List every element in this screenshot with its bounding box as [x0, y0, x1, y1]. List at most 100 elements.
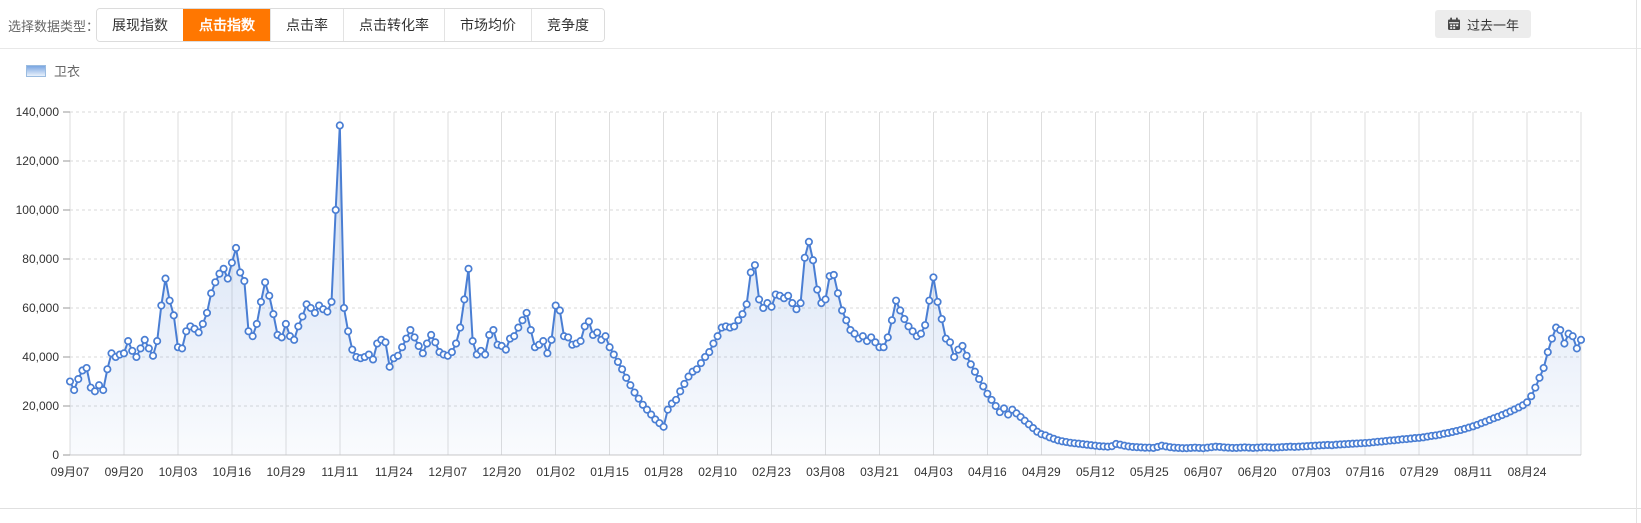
data-point[interactable]	[70, 386, 79, 395]
data-point[interactable]	[74, 374, 83, 384]
data-point[interactable]	[987, 395, 996, 404]
data-point[interactable]	[381, 338, 390, 347]
data-point[interactable]	[937, 314, 946, 324]
data-point[interactable]	[983, 389, 992, 398]
data-point[interactable]	[451, 339, 461, 348]
data-point[interactable]	[1547, 334, 1556, 343]
data-point[interactable]	[485, 330, 494, 340]
data-point[interactable]	[821, 295, 830, 304]
data-point[interactable]	[219, 264, 228, 273]
data-point[interactable]	[90, 387, 99, 396]
data-point[interactable]	[896, 306, 905, 315]
data-point[interactable]	[638, 400, 647, 409]
tab-click-index[interactable]: 点击指数	[183, 9, 270, 41]
data-point[interactable]	[161, 274, 170, 283]
data-point[interactable]	[958, 341, 967, 351]
data-point[interactable]	[157, 301, 166, 310]
data-point[interactable]	[829, 270, 838, 279]
data-point[interactable]	[858, 332, 867, 341]
data-point[interactable]	[103, 365, 112, 374]
data-point[interactable]	[136, 344, 145, 353]
data-point[interactable]	[979, 382, 988, 391]
data-point[interactable]	[925, 296, 934, 305]
data-point[interactable]	[95, 381, 104, 390]
tab-market-avg-price[interactable]: 市场均价	[444, 9, 531, 41]
data-point[interactable]	[481, 350, 490, 359]
data-point[interactable]	[240, 277, 249, 286]
data-point[interactable]	[800, 253, 809, 262]
data-point[interactable]	[730, 322, 739, 331]
data-point[interactable]	[609, 350, 618, 359]
data-point[interactable]	[460, 295, 469, 304]
data-point[interactable]	[1560, 339, 1569, 348]
data-point[interactable]	[368, 355, 378, 364]
data-point[interactable]	[310, 308, 319, 317]
data-point[interactable]	[788, 299, 797, 308]
data-point[interactable]	[148, 351, 158, 360]
data-point[interactable]	[1543, 348, 1552, 357]
data-point[interactable]	[1568, 332, 1577, 341]
data-point[interactable]	[676, 387, 685, 396]
data-point[interactable]	[593, 328, 602, 337]
data-point[interactable]	[418, 349, 427, 358]
data-point[interactable]	[265, 291, 274, 300]
data-point[interactable]	[385, 362, 394, 371]
data-point[interactable]	[709, 339, 718, 348]
data-point[interactable]	[808, 256, 818, 265]
data-point[interactable]	[422, 339, 432, 348]
data-point[interactable]	[99, 386, 108, 395]
data-point[interactable]	[999, 404, 1009, 413]
data-point[interactable]	[647, 410, 656, 419]
data-point[interactable]	[1004, 410, 1013, 419]
data-point[interactable]	[132, 352, 141, 362]
data-point[interactable]	[991, 401, 1000, 411]
data-point[interactable]	[277, 333, 286, 342]
data-point[interactable]	[323, 307, 332, 316]
data-point[interactable]	[414, 341, 423, 351]
data-point[interactable]	[842, 316, 851, 325]
data-point[interactable]	[547, 335, 556, 344]
data-point[interactable]	[153, 337, 162, 346]
tab-click-conversion-rate[interactable]: 点击转化率	[343, 9, 444, 41]
data-point[interactable]	[124, 337, 133, 346]
data-point[interactable]	[813, 285, 822, 294]
data-point[interactable]	[576, 337, 585, 346]
data-point[interactable]	[929, 273, 938, 282]
data-point[interactable]	[522, 308, 531, 317]
data-point[interactable]	[182, 327, 191, 336]
data-point[interactable]	[879, 343, 888, 352]
data-point[interactable]	[1535, 373, 1544, 382]
data-point[interactable]	[402, 334, 411, 343]
data-point[interactable]	[713, 332, 722, 341]
data-point[interactable]	[792, 305, 801, 314]
data-point[interactable]	[298, 312, 307, 321]
data-point[interactable]	[796, 299, 805, 308]
data-point[interactable]	[202, 308, 212, 317]
data-point[interactable]	[950, 352, 959, 362]
data-point[interactable]	[838, 306, 847, 315]
data-point[interactable]	[281, 319, 290, 328]
data-point[interactable]	[584, 317, 593, 326]
data-point[interactable]	[269, 310, 278, 319]
data-point[interactable]	[223, 274, 232, 283]
data-point[interactable]	[539, 337, 548, 346]
data-point[interactable]	[883, 333, 892, 342]
data-point[interactable]	[605, 343, 614, 352]
data-point[interactable]	[630, 388, 639, 397]
data-point[interactable]	[398, 343, 407, 352]
data-point[interactable]	[140, 335, 149, 344]
data-point[interactable]	[406, 326, 415, 335]
data-point[interactable]	[294, 322, 303, 331]
data-point[interactable]	[464, 264, 473, 273]
data-point[interactable]	[767, 302, 776, 311]
data-point[interactable]	[518, 316, 527, 325]
data-point[interactable]	[601, 332, 610, 341]
data-point[interactable]	[551, 301, 560, 310]
data-point[interactable]	[169, 311, 178, 320]
data-point[interactable]	[410, 333, 419, 342]
data-point[interactable]	[564, 333, 573, 342]
data-point[interactable]	[750, 261, 759, 270]
data-point[interactable]	[261, 278, 270, 287]
tab-click-rate[interactable]: 点击率	[270, 9, 343, 41]
data-point[interactable]	[327, 297, 336, 306]
